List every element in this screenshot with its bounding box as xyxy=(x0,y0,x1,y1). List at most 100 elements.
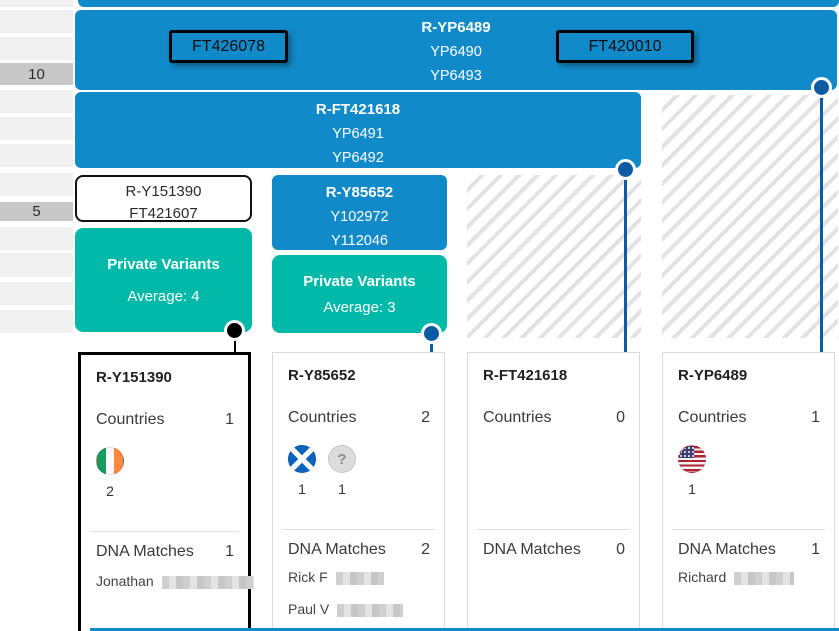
branch-dot-yp6489 xyxy=(811,77,832,98)
scale-tick-5: 5 xyxy=(0,202,73,221)
scale-row xyxy=(0,310,73,333)
haplogroup-block-ft421618[interactable]: R-FT421618 YP6491 YP6492 xyxy=(75,92,641,168)
scale-row xyxy=(0,282,73,305)
variant-label: Y112046 xyxy=(272,229,447,253)
haplogroup-block-y85652[interactable]: R-Y85652 Y102972 Y112046 xyxy=(272,175,447,250)
variant-chip-ft420010[interactable]: FT420010 xyxy=(556,30,694,63)
countries-label: Countries xyxy=(96,411,164,429)
match-name-visible: Paul V xyxy=(288,601,329,617)
connector-line-ft421618 xyxy=(624,170,627,352)
scale-row xyxy=(0,117,73,140)
variant-label: YP6492 xyxy=(75,146,641,170)
unknown-glyph: ? xyxy=(337,451,346,468)
scale-row xyxy=(0,37,73,60)
dna-matches-count: 2 xyxy=(421,541,430,559)
redacted-name xyxy=(162,576,254,589)
variant-label: YP6491 xyxy=(75,122,641,146)
card-title: R-Y151390 xyxy=(96,369,172,386)
flag-count: 1 xyxy=(688,481,696,497)
private-variants-box-y85652[interactable]: Private Variants Average: 3 xyxy=(272,255,447,333)
variant-label: YP6493 xyxy=(75,64,837,88)
country-flag-item[interactable]: 1 xyxy=(678,445,706,497)
detail-card-ft421618[interactable]: R-FT421618 Countries 0 DNA Matches 0 xyxy=(467,352,640,631)
scotland-flag-icon xyxy=(288,445,316,473)
detail-card-y85652[interactable]: R-Y85652 Countries 2 1 ? 1 DNA Matches 2… xyxy=(272,352,445,631)
haplogroup-block-yp6489[interactable]: R-YP6489 YP6490 YP6493 FT426078 FT420010 xyxy=(75,10,837,90)
branch-dot-ft421618 xyxy=(615,159,636,180)
countries-count: 1 xyxy=(225,411,234,429)
scale-row xyxy=(0,227,73,250)
flag-count: 2 xyxy=(106,483,114,499)
unknown-country-icon: ? xyxy=(328,445,356,473)
redacted-name xyxy=(336,572,384,585)
hatched-branch-area-ft421618 xyxy=(467,175,641,338)
countries-label: Countries xyxy=(483,409,551,427)
haplogroup-block-y151390-selected[interactable]: R-Y151390 FT421607 xyxy=(75,175,252,222)
variant-label: FT421607 xyxy=(77,203,250,225)
countries-label: Countries xyxy=(288,409,356,427)
branch-dot-y85652 xyxy=(421,323,442,344)
dna-matches-count: 1 xyxy=(811,541,820,559)
parent-block-edge[interactable] xyxy=(78,0,839,7)
dna-matches-count: 0 xyxy=(616,541,625,559)
dna-match-name[interactable]: Jonathan xyxy=(96,573,254,589)
haplogroup-name: R-FT421618 xyxy=(75,98,641,122)
dna-matches-count: 1 xyxy=(225,543,234,561)
detail-card-yp6489[interactable]: R-YP6489 Countries 1 1 DNA Matches 1 Ric… xyxy=(662,352,835,631)
hatched-branch-area-yp6489 xyxy=(662,95,838,338)
card-title: R-Y85652 xyxy=(288,367,356,384)
variant-chip-label: FT420010 xyxy=(589,38,662,56)
connector-line-yp6489 xyxy=(820,88,823,352)
country-flag-item[interactable]: ? 1 xyxy=(328,445,356,497)
scale-row xyxy=(0,144,73,167)
scale-tick-10: 10 xyxy=(0,63,73,85)
card-divider xyxy=(282,529,435,530)
private-variants-average: Average: 4 xyxy=(127,288,199,305)
countries-count: 2 xyxy=(421,409,430,427)
countries-count: 1 xyxy=(811,409,820,427)
card-divider xyxy=(672,529,825,530)
ireland-flag-icon xyxy=(96,447,124,475)
dna-match-name[interactable]: Paul V xyxy=(288,601,403,617)
redacted-name xyxy=(734,572,794,585)
flag-count: 1 xyxy=(338,481,346,497)
dna-match-name[interactable]: Rick F xyxy=(288,569,384,585)
scale-label: 5 xyxy=(32,203,40,220)
haplogroup-name: R-Y151390 xyxy=(77,181,250,203)
time-tree-view: 10 5 R-YP6489 YP6490 YP6493 FT426078 FT4… xyxy=(0,0,839,631)
country-flag-item[interactable]: 1 xyxy=(288,445,316,497)
match-name-visible: Jonathan xyxy=(96,573,154,589)
dna-matches-label: DNA Matches xyxy=(288,541,386,559)
usa-flag-icon xyxy=(678,445,706,473)
dna-matches-label: DNA Matches xyxy=(483,541,581,559)
variant-chip-label: FT426078 xyxy=(192,38,265,56)
scale-row xyxy=(0,0,73,7)
card-divider xyxy=(477,529,630,530)
private-variants-average: Average: 3 xyxy=(323,299,395,316)
card-title: R-FT421618 xyxy=(483,367,567,384)
match-name-visible: Rick F xyxy=(288,569,328,585)
scale-row xyxy=(0,10,73,33)
dna-matches-label: DNA Matches xyxy=(96,543,194,561)
private-variants-title: Private Variants xyxy=(107,256,220,273)
haplogroup-name: R-Y85652 xyxy=(272,181,447,205)
card-title: R-YP6489 xyxy=(678,367,747,384)
scale-label: 10 xyxy=(28,66,45,83)
variant-chip-ft426078[interactable]: FT426078 xyxy=(169,30,288,63)
redacted-name xyxy=(337,604,403,617)
scale-row xyxy=(0,173,73,196)
scale-row xyxy=(0,253,73,277)
card-divider xyxy=(90,531,239,532)
match-name-visible: Richard xyxy=(678,569,726,585)
dna-matches-label: DNA Matches xyxy=(678,541,776,559)
branch-dot-y151390 xyxy=(224,320,245,341)
scale-row xyxy=(0,90,73,113)
countries-count: 0 xyxy=(616,409,625,427)
country-flag-item[interactable]: 2 xyxy=(96,447,124,499)
variant-label: Y102972 xyxy=(272,205,447,229)
private-variants-box-y151390[interactable]: Private Variants Average: 4 xyxy=(75,228,252,332)
countries-label: Countries xyxy=(678,409,746,427)
dna-match-name[interactable]: Richard xyxy=(678,569,794,585)
flag-count: 1 xyxy=(298,481,306,497)
detail-card-y151390[interactable]: R-Y151390 Countries 1 2 DNA Matches 1 Jo… xyxy=(78,352,251,631)
